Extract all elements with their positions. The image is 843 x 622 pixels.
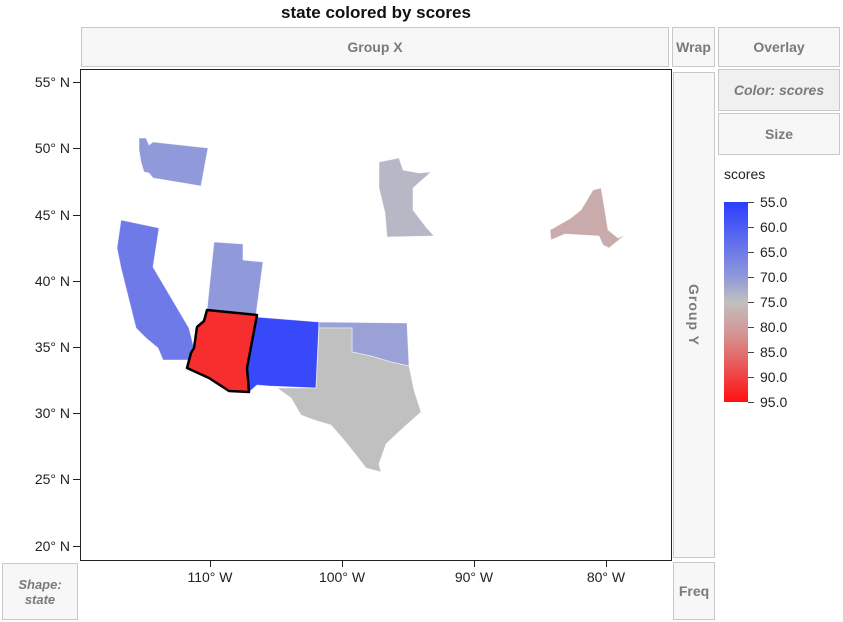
- y-tick-label: 50° N: [34, 140, 70, 156]
- group-y-label: Group Y: [686, 284, 702, 346]
- x-tick-label: 80° W: [586, 569, 626, 585]
- y-tick-mark: [73, 281, 80, 282]
- legend-tick-label: 80.0: [760, 319, 788, 335]
- x-tick-label: 100° W: [318, 569, 366, 585]
- y-tick-label: 25° N: [34, 471, 70, 487]
- legend-tick-label: 75.0: [760, 294, 788, 310]
- y-tick-label: 30° N: [34, 405, 70, 421]
- legend-tick-mark: [748, 202, 754, 203]
- shape-label: Shape: state: [18, 576, 62, 607]
- color-label: Color: scores: [733, 82, 825, 98]
- group-x-label: Group X: [347, 39, 403, 55]
- y-tick-mark: [73, 413, 80, 414]
- wrap-label: Wrap: [676, 39, 711, 55]
- legend-tick-mark: [748, 302, 754, 303]
- x-tick-label: 110° W: [187, 569, 233, 585]
- legend-tick-label: 70.0: [760, 269, 788, 285]
- legend-tick-mark: [748, 352, 754, 353]
- x-tick-mark: [606, 561, 607, 567]
- shape-zone[interactable]: Shape: state: [2, 563, 78, 620]
- color-zone[interactable]: Color: scores: [718, 69, 840, 111]
- state-arizona[interactable]: [185, 308, 259, 394]
- legend-tick-label: 90.0: [760, 369, 788, 385]
- legend-tick-mark: [748, 227, 754, 228]
- state-california[interactable]: [116, 219, 195, 361]
- legend-tick-mark: [748, 377, 754, 378]
- legend-tick-label: 65.0: [760, 244, 788, 260]
- y-tick-label: 20° N: [34, 538, 70, 554]
- state-washington[interactable]: [138, 137, 209, 187]
- state-utah[interactable]: [206, 241, 264, 316]
- group-y-zone[interactable]: Group Y: [673, 72, 715, 558]
- size-zone[interactable]: Size: [718, 113, 840, 155]
- y-tick-label: 40° N: [34, 273, 70, 289]
- size-label: Size: [764, 126, 793, 142]
- chart-title: state colored by scores: [281, 3, 471, 22]
- freq-zone[interactable]: Freq: [673, 562, 715, 620]
- legend-tick-label: 55.0: [760, 194, 788, 210]
- y-tick-label: 55° N: [34, 74, 70, 90]
- overlay-label: Overlay: [753, 39, 805, 55]
- legend-title: scores: [724, 166, 766, 182]
- wrap-zone[interactable]: Wrap: [672, 27, 715, 67]
- y-tick-mark: [73, 148, 80, 149]
- legend-tick-label: 85.0: [760, 344, 788, 360]
- y-tick-mark: [73, 82, 80, 83]
- state-texas[interactable]: [276, 327, 422, 473]
- legend-tick-label: 95.0: [760, 394, 788, 410]
- legend-tick-mark: [748, 402, 754, 403]
- y-tick-mark: [73, 347, 80, 348]
- legend-tick-mark: [748, 277, 754, 278]
- state-map: [116, 137, 626, 473]
- legend-tick-label: 60.0: [760, 219, 788, 235]
- y-tick-label: 45° N: [34, 207, 70, 223]
- freq-label: Freq: [678, 583, 710, 599]
- y-tick-mark: [73, 215, 80, 216]
- x-tick-mark: [474, 561, 475, 567]
- y-tick-label: 35° N: [34, 339, 70, 355]
- x-tick-mark: [210, 561, 211, 567]
- y-tick-mark: [73, 479, 80, 480]
- group-x-zone[interactable]: Group X: [81, 27, 669, 67]
- legend-tick-mark: [748, 327, 754, 328]
- state-new-mexico[interactable]: [246, 316, 320, 393]
- state-minnesota[interactable]: [378, 157, 435, 238]
- y-tick-mark: [73, 546, 80, 547]
- state-new-york[interactable]: [549, 187, 626, 249]
- x-tick-label: 90° W: [454, 569, 494, 585]
- overlay-zone[interactable]: Overlay: [718, 27, 840, 67]
- x-tick-mark: [342, 561, 343, 567]
- legend-tick-mark: [748, 252, 754, 253]
- map-plot-area[interactable]: [80, 69, 672, 561]
- color-gradient-bar: [724, 202, 748, 402]
